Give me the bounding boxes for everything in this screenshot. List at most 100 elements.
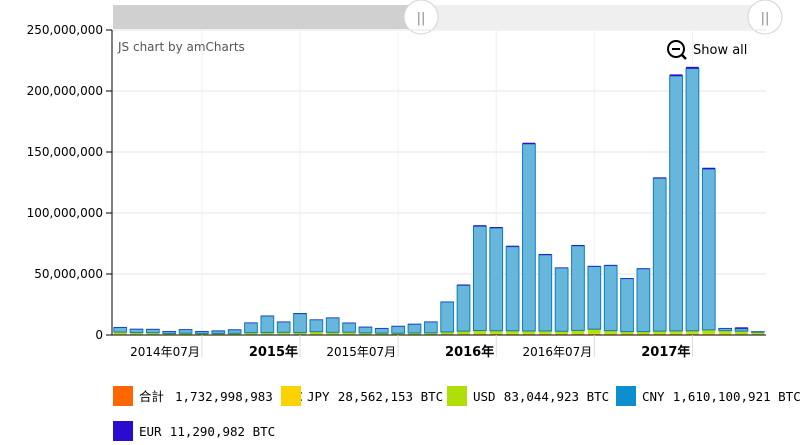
bar-segment-usd[interactable] xyxy=(293,332,307,335)
bar-stack[interactable] xyxy=(358,326,373,336)
bar-segment-usd[interactable] xyxy=(506,330,519,334)
bar-segment-eur[interactable] xyxy=(506,245,519,247)
legend-item[interactable]: 合計 1,732,998,983 BTC xyxy=(113,386,303,406)
bar-segment-usd[interactable] xyxy=(342,332,356,335)
bar-stack[interactable] xyxy=(554,267,569,335)
bar-segment-usd[interactable] xyxy=(702,329,716,334)
bar-segment-usd[interactable] xyxy=(277,332,291,335)
bar-segment-cny[interactable] xyxy=(113,326,128,333)
bar-segment-usd[interactable] xyxy=(718,330,732,334)
bar-segment-cny[interactable] xyxy=(358,326,373,334)
bar-segment-jpy[interactable] xyxy=(686,333,699,335)
bar-stack[interactable] xyxy=(472,225,487,335)
bar-stack[interactable] xyxy=(718,327,733,335)
bar-segment-usd[interactable] xyxy=(604,330,618,334)
bar-segment-usd[interactable] xyxy=(440,331,454,335)
bar-segment-usd[interactable] xyxy=(309,331,323,335)
bar-segment-usd[interactable] xyxy=(735,331,748,335)
bar-segment-usd[interactable] xyxy=(408,332,421,335)
bar-segment-eur[interactable] xyxy=(309,319,323,321)
bar-segment-jpy[interactable] xyxy=(489,333,503,335)
bar-segment-usd[interactable] xyxy=(686,330,699,334)
bar-segment-cny[interactable] xyxy=(685,68,700,332)
bar-segment-eur[interactable] xyxy=(440,301,454,303)
bar-stack[interactable] xyxy=(293,313,307,335)
bar-stack[interactable] xyxy=(129,328,144,335)
bar-stack[interactable] xyxy=(178,329,193,336)
bar-segment-cny[interactable] xyxy=(276,321,291,333)
bar-segment-usd[interactable] xyxy=(571,330,585,334)
bar-segment-eur[interactable] xyxy=(342,322,356,324)
bar-stack[interactable] xyxy=(636,268,651,335)
scrollbar-selected-range[interactable] xyxy=(113,5,421,29)
bar-segment-jpy[interactable] xyxy=(718,333,732,335)
bar-segment-cny[interactable] xyxy=(620,278,634,333)
bar-segment-usd[interactable] xyxy=(751,331,765,335)
bar-segment-eur[interactable] xyxy=(211,330,225,332)
bar-stack[interactable] xyxy=(505,245,520,335)
legend-item[interactable]: EUR 11,290,982 BTC xyxy=(113,421,275,441)
scrollbar-right-handle[interactable]: || xyxy=(747,0,783,35)
bar-segment-eur[interactable] xyxy=(277,321,291,323)
bar-segment-usd[interactable] xyxy=(555,331,569,334)
bar-segment-eur[interactable] xyxy=(538,253,552,255)
bar-segment-cny[interactable] xyxy=(423,321,438,334)
bar-segment-jpy[interactable] xyxy=(702,333,716,335)
bar-segment-cny[interactable] xyxy=(636,268,651,333)
bar-stack[interactable] xyxy=(162,330,177,336)
bar-segment-usd[interactable] xyxy=(113,332,127,335)
bar-segment-cny[interactable] xyxy=(342,322,356,333)
bar-segment-cny[interactable] xyxy=(325,317,340,333)
legend-item[interactable]: CNY 1,610,100,921 BTC xyxy=(616,386,800,406)
bar-segment-usd[interactable] xyxy=(130,332,143,335)
show-all-button[interactable]: Show all xyxy=(667,40,747,60)
bar-segment-cny[interactable] xyxy=(489,227,504,332)
bar-segment-eur[interactable] xyxy=(473,225,487,227)
bar-segment-usd[interactable] xyxy=(669,330,683,334)
bar-segment-eur[interactable] xyxy=(587,265,601,267)
bar-segment-cny[interactable] xyxy=(701,168,716,331)
bar-segment-usd[interactable] xyxy=(636,331,650,335)
bar-stack[interactable] xyxy=(701,167,716,335)
bar-segment-eur[interactable] xyxy=(359,326,372,328)
bar-segment-cny[interactable] xyxy=(227,329,242,334)
bar-stack[interactable] xyxy=(407,323,422,336)
bar-segment-usd[interactable] xyxy=(260,332,274,335)
bar-segment-cny[interactable] xyxy=(145,328,160,334)
bar-segment-cny[interactable] xyxy=(734,328,749,332)
bar-segment-eur[interactable] xyxy=(424,321,438,323)
bar-stack[interactable] xyxy=(522,142,536,335)
bar-stack[interactable] xyxy=(489,227,504,335)
bar-segment-cny[interactable] xyxy=(293,313,307,334)
bar-segment-eur[interactable] xyxy=(244,322,258,324)
bar-segment-jpy[interactable] xyxy=(669,333,683,335)
bar-stack[interactable] xyxy=(538,253,553,335)
bar-segment-eur[interactable] xyxy=(620,278,634,279)
bar-stack[interactable] xyxy=(276,321,291,335)
bar-segment-usd[interactable] xyxy=(211,333,225,335)
bar-segment-usd[interactable] xyxy=(195,333,209,335)
bar-stack[interactable] xyxy=(145,328,160,335)
chart-credit[interactable]: JS chart by amCharts xyxy=(117,40,245,54)
bar-segment-eur[interactable] xyxy=(555,267,569,269)
bar-segment-cny[interactable] xyxy=(603,265,618,332)
bar-segment-eur[interactable] xyxy=(735,327,748,329)
bar-segment-jpy[interactable] xyxy=(571,333,585,335)
bar-segment-cny[interactable] xyxy=(178,329,193,334)
bar-segment-eur[interactable] xyxy=(130,328,143,330)
bar-segment-cny[interactable] xyxy=(472,225,487,331)
legend-item[interactable]: JPY 28,562,153 BTC xyxy=(281,386,443,406)
bar-segment-eur[interactable] xyxy=(195,331,209,332)
bar-segment-cny[interactable] xyxy=(571,245,585,331)
bar-segment-eur[interactable] xyxy=(669,74,683,76)
bar-segment-jpy[interactable] xyxy=(522,333,536,335)
bar-segment-usd[interactable] xyxy=(162,333,176,335)
bar-segment-eur[interactable] xyxy=(391,325,405,327)
bar-stack[interactable] xyxy=(587,265,602,335)
legend-item[interactable]: USD 83,044,923 BTC xyxy=(447,386,609,406)
bar-stack[interactable] xyxy=(309,319,324,335)
bar-segment-eur[interactable] xyxy=(326,317,340,319)
bar-segment-jpy[interactable] xyxy=(587,333,601,335)
bar-segment-eur[interactable] xyxy=(604,264,618,266)
bar-segment-eur[interactable] xyxy=(162,331,176,332)
